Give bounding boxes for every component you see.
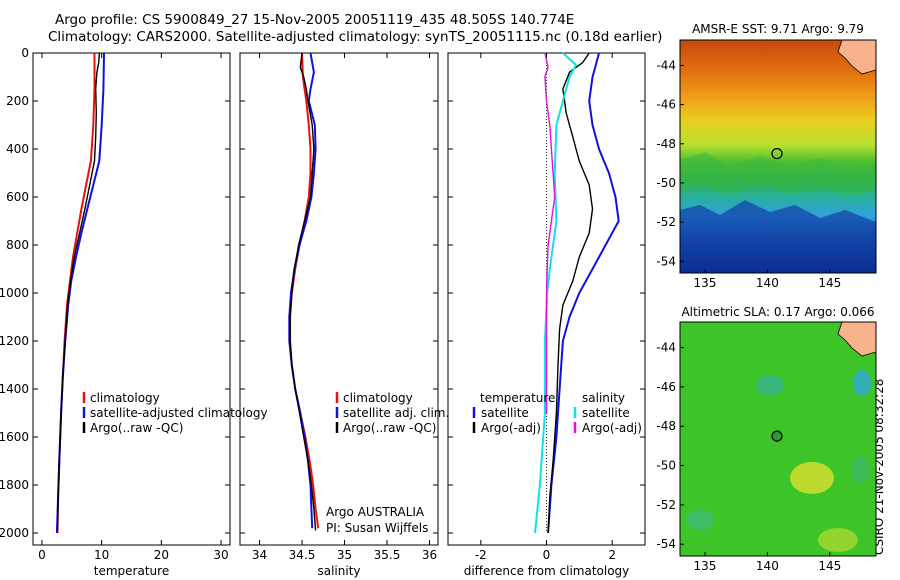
sla-eddy [853,370,871,396]
map-y-tick-label: -44 [656,58,676,72]
x-tick-label: 35.5 [374,548,401,562]
title-line-2: Climatology: CARS2000. Satellite-adjuste… [48,29,663,45]
y-tick-label: 400 [6,142,29,156]
legend-label: satellite [582,406,630,420]
legend-label: Argo(..raw -QC) [343,421,436,435]
sla-map: Altimetric SLA: 0.17 Argo: 0.066 135 140 1… [656,305,877,573]
map-x-tick-label: 145 [818,276,841,290]
y-tick-label: 1200 [0,334,29,348]
title-line-1: Argo profile: CS 5900849_27 15-Nov-2005 … [55,12,575,28]
sla-land [837,322,876,357]
x-axis-label: salinity [317,564,360,578]
y-tick-label: 1600 [0,430,29,444]
map-y-tick-label: -52 [656,498,676,512]
x-tick-label: 34 [252,548,267,562]
salinity-panel: 34 34.5 35 35.5 36 salinity climatologysatelli… [239,52,449,578]
map-y-tick-label: -46 [656,380,676,394]
legend-label: satellite [481,406,529,420]
legend-label: Argo(..raw -QC) [90,421,183,435]
series-line [534,52,577,534]
legend-label: Argo(-adj) [481,421,541,435]
map-x-tick-label: 140 [756,559,779,573]
map-y-tick-label: -46 [656,98,676,112]
legend-label: satellite adj. clim. [343,406,449,420]
axes-frame [239,52,439,546]
x-tick-label: -2 [475,548,487,562]
map-y-tick-label: -50 [656,459,676,473]
sla-map-axes: 135 140 145 -44 -46 -48 -50 -52 -54 [656,341,841,573]
series-line [56,52,100,531]
legend-label: climatology [90,391,160,405]
y-tick-label: 1400 [0,382,29,396]
x-tick-label: 0 [38,548,46,562]
x-tick-label: 20 [154,548,169,562]
sla-argo-marker [771,430,783,442]
map-x-tick-label: 145 [818,559,841,573]
legend-label: Argo(-adj) [582,421,642,435]
map-x-tick-label: 135 [694,559,717,573]
y-tick-label: 0 [21,46,29,60]
map-y-tick-label: -48 [656,419,676,433]
map-x-tick-label: 135 [694,276,717,290]
legend-header: temperature [480,391,555,405]
x-tick-label: 30 [213,548,228,562]
x-axis-label: temperature [94,564,169,578]
y-tick-label: 600 [6,190,29,204]
sst-map-title: AMSR-E SST: 9.71 Argo: 9.79 [692,22,864,36]
series-line [55,52,105,534]
sst-land [837,40,876,75]
sst-cold-band [680,200,876,273]
map-y-tick-label: -44 [656,341,676,355]
sst-map-axes: 135 140 145 -44 -46 -48 -50 -52 -54 [656,58,841,290]
series-line [547,52,594,534]
axes-frame [32,52,231,546]
map-y-tick-label: -52 [656,215,676,229]
map-y-tick-label: -54 [656,254,676,268]
x-tick-label: 36 [422,548,437,562]
legend-label: satellite-adjusted climatology [90,406,268,420]
x-tick-label: 10 [94,548,109,562]
map-x-tick-label: 140 [756,276,779,290]
y-tick-label: 200 [6,94,29,108]
series-line [544,52,556,413]
sla-eddy [686,510,714,530]
map-y-tick-label: -54 [656,537,676,551]
x-tick-label: 34.5 [289,548,316,562]
x-axis-label: difference from climatology [464,564,630,578]
sst-front-band [680,152,876,196]
series-line [289,52,317,531]
y-tick-label: 1000 [0,286,29,300]
map-y-tick-label: -50 [656,176,676,190]
sla-eddy [756,375,784,395]
map-y-tick-label: -48 [656,137,676,151]
sla-map-frame [679,321,877,557]
legend-header: salinity [582,391,625,405]
x-tick-label: 35 [337,548,352,562]
sla-map-title: Altimetric SLA: 0.17 Argo: 0.066 [681,305,874,319]
annotation-line: Argo AUSTRALIA [326,505,425,519]
x-tick-label: 0 [543,548,551,562]
sst-map: AMSR-E SST: 9.71 Argo: 9.79 135 140 145 -44… [656,22,877,290]
legend-label: climatology [343,391,413,405]
sst-map-frame [679,39,877,274]
sst-argo-marker [771,148,783,160]
sla-eddy [818,528,858,552]
series-line [56,53,96,534]
y-tick-label: 2000 [0,526,29,540]
sla-eddy [851,456,869,484]
annotation-line: PI: Susan Wijffels [326,521,428,535]
temperature-panel: 0 200 400 600 800 1000 1200 1400 1600 1800 2000 0 10… [0,46,268,578]
x-tick-label: 2 [608,548,616,562]
sla-eddy [790,462,834,494]
difference-panel: -2 0 2 difference from climatology temperatu… [447,52,646,578]
y-tick-label: 1800 [0,478,29,492]
series-line [547,52,620,534]
y-tick-label: 800 [6,238,29,252]
